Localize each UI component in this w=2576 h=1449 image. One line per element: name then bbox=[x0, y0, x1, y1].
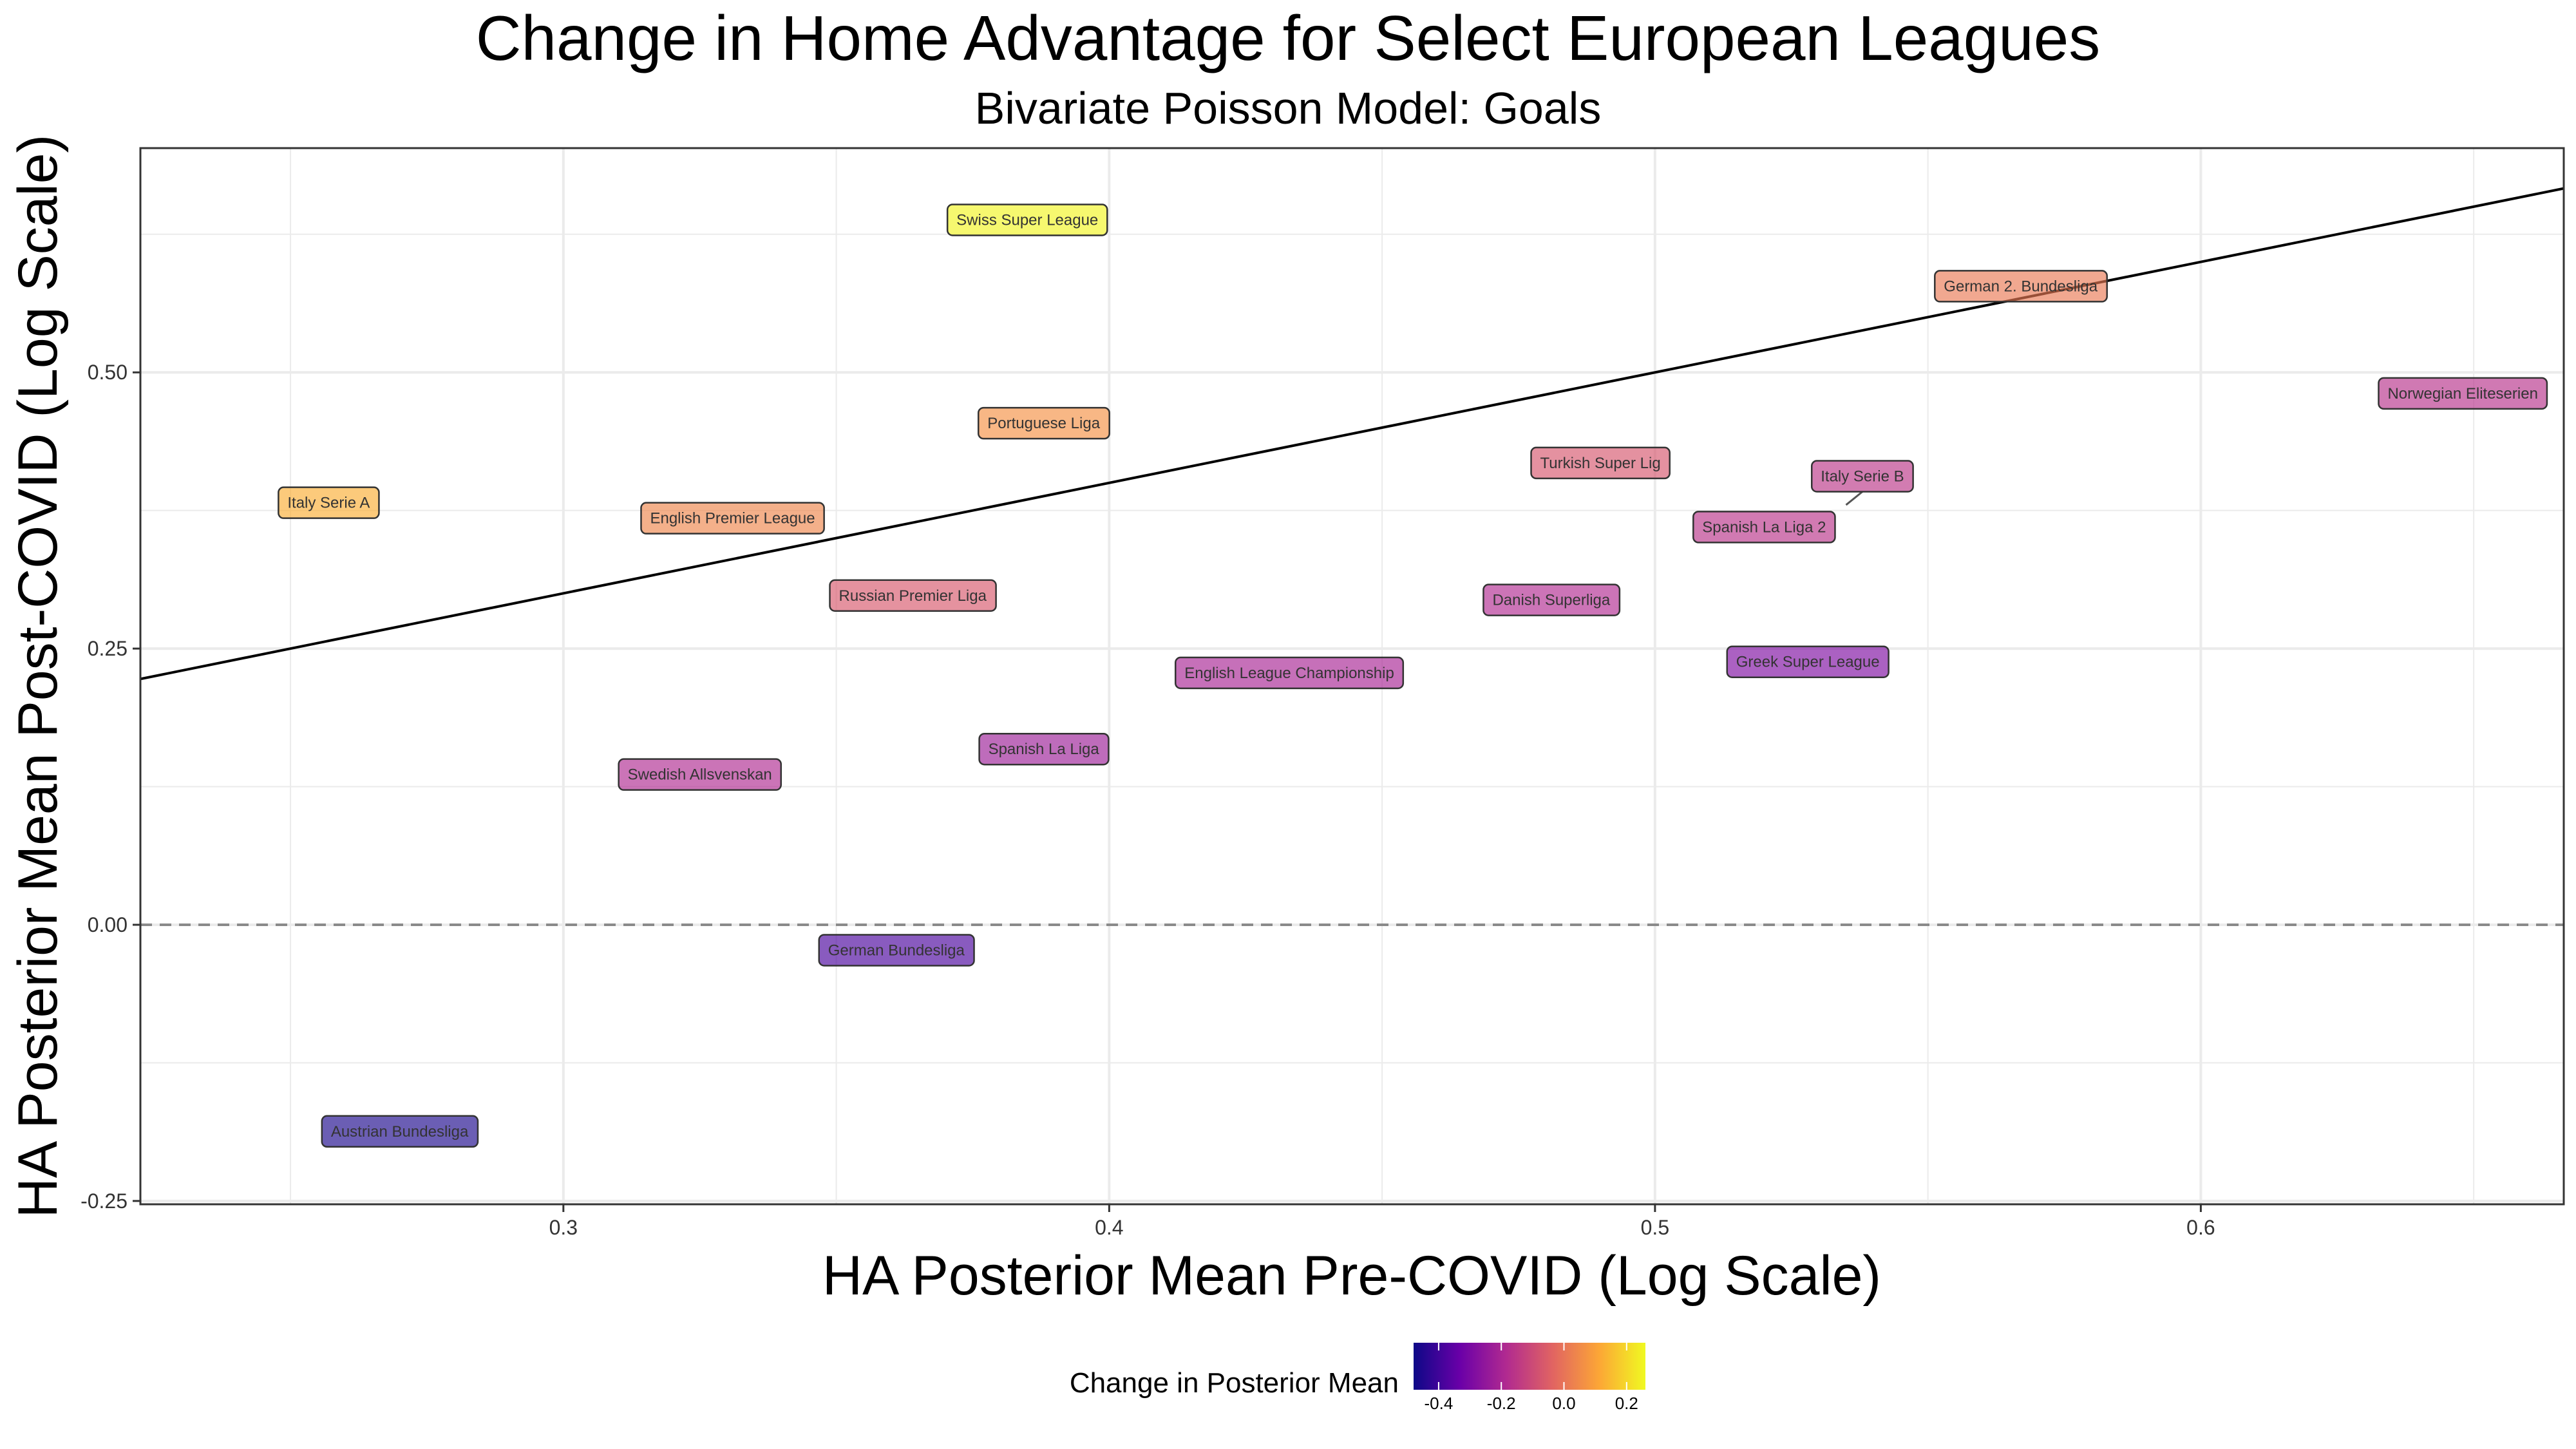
point-label: German 2. Bundesliga bbox=[1934, 270, 2108, 303]
point-label: Portuguese Liga bbox=[978, 406, 1110, 440]
point-label: Norwegian Eliteserien bbox=[2378, 377, 2548, 410]
point-label-text: Spanish La Liga 2 bbox=[1702, 518, 1826, 536]
point-label-box bbox=[1934, 270, 2108, 303]
x-tick-label: 0.4 bbox=[1095, 1216, 1123, 1239]
point-label-text: English Premier League bbox=[650, 510, 815, 527]
identity-line bbox=[140, 187, 2564, 681]
legend-title: Change in Posterior Mean bbox=[1070, 1367, 1399, 1399]
x-tick-label: 0.6 bbox=[2186, 1216, 2215, 1239]
point-label-box bbox=[1692, 511, 1836, 544]
point-label: Danish Superliga bbox=[1482, 583, 1621, 616]
x-tick-label: 0.3 bbox=[549, 1216, 578, 1239]
point-label-box bbox=[2378, 377, 2548, 410]
point-label: Spanish La Liga bbox=[978, 732, 1110, 766]
y-tick-label: 0.00 bbox=[88, 913, 128, 936]
point-label-text: Portuguese Liga bbox=[987, 415, 1100, 432]
point-label-text: German Bundesliga bbox=[828, 942, 965, 959]
point-label: English Premier League bbox=[640, 502, 825, 535]
point-label-text: Norwegian Eliteserien bbox=[2387, 385, 2537, 402]
point-label: Austrian Bundesliga bbox=[321, 1115, 479, 1148]
y-axis-title: HA Posterior Mean Post-COVID (Log Scale) bbox=[7, 135, 69, 1218]
point-label-text: Italy Serie A bbox=[287, 495, 370, 512]
point-label-text: Greek Super League bbox=[1736, 654, 1880, 671]
legend-tick-label: 0.0 bbox=[1552, 1394, 1575, 1413]
point-label-box bbox=[1530, 446, 1671, 480]
point-label: Greek Super League bbox=[1726, 645, 1889, 678]
point-label-box bbox=[640, 502, 825, 535]
point-label-text: Swedish Allsvenskan bbox=[628, 766, 772, 784]
point-label-box bbox=[1810, 460, 1914, 493]
point-label: German Bundesliga bbox=[818, 934, 975, 967]
x-axis-title: HA Posterior Mean Pre-COVID (Log Scale) bbox=[822, 1245, 1881, 1307]
point-label-text: Turkish Super Lig bbox=[1540, 455, 1661, 472]
point-label-text: Danish Superliga bbox=[1492, 592, 1610, 609]
legend-ticks: -0.4 -0.2 0.0 0.2 bbox=[1425, 1343, 1638, 1413]
point-label-text: Italy Serie B bbox=[1821, 468, 1904, 485]
legend: Change in Posterior Mean -0.4 -0.2 0.0 0.2 bbox=[1070, 1343, 1645, 1413]
point-label-box bbox=[829, 579, 997, 612]
x-tick-label: 0.5 bbox=[1641, 1216, 1669, 1239]
legend-tick-label: -0.4 bbox=[1425, 1394, 1454, 1413]
point-label-text: Russian Premier Liga bbox=[839, 587, 987, 605]
point-label-box bbox=[978, 406, 1110, 440]
legend-colorbar bbox=[1414, 1343, 1645, 1390]
y-tick-label: 0.25 bbox=[88, 637, 128, 660]
point-label: Swiss Super League bbox=[946, 204, 1108, 236]
y-tick-label: 0.50 bbox=[88, 361, 128, 384]
point-label-text: English League Championship bbox=[1184, 665, 1394, 682]
point-label-box bbox=[1175, 656, 1405, 690]
reference-lines bbox=[140, 187, 2564, 926]
legend-tick-label: 0.2 bbox=[1615, 1394, 1638, 1413]
y-axis: -0.25 0.00 0.25 0.50 bbox=[80, 361, 140, 1213]
point-label-box bbox=[978, 732, 1110, 766]
x-axis: 0.3 0.4 0.5 0.6 bbox=[549, 1204, 2215, 1239]
point-label-text: Swiss Super League bbox=[956, 212, 1098, 229]
legend-tick-label: -0.2 bbox=[1487, 1394, 1516, 1413]
point-label-box bbox=[1482, 583, 1621, 616]
point-label: Swedish Allsvenskan bbox=[618, 758, 782, 791]
point-label-box bbox=[618, 758, 782, 791]
point-label: English League Championship bbox=[1175, 656, 1405, 690]
chart-title: Change in Home Advantage for Select Euro… bbox=[476, 3, 2101, 73]
point-label-text: German 2. Bundesliga bbox=[1944, 278, 2098, 295]
point-label: Italy Serie B bbox=[1810, 460, 1914, 506]
point-label-text: Spanish La Liga bbox=[989, 741, 1100, 758]
label-leader-line bbox=[1845, 491, 1863, 506]
plot-border bbox=[139, 147, 2565, 1206]
point-label: Spanish La Liga 2 bbox=[1692, 511, 1836, 544]
point-label: Italy Serie A bbox=[278, 486, 380, 519]
point-label-box bbox=[946, 204, 1108, 236]
point-labels: Swiss Super League German 2. Bundesliga Po… bbox=[278, 204, 2548, 1148]
point-label: Turkish Super Lig bbox=[1530, 446, 1671, 480]
chart-subtitle: Bivariate Poisson Model: Goals bbox=[975, 83, 1602, 133]
point-label-text: Austrian Bundesliga bbox=[331, 1123, 469, 1141]
point-label-box bbox=[278, 486, 380, 519]
grid bbox=[140, 148, 2564, 1204]
point-label-box bbox=[321, 1115, 479, 1148]
point-label: Russian Premier Liga bbox=[829, 579, 997, 612]
y-tick-label: -0.25 bbox=[80, 1189, 128, 1213]
point-label-box bbox=[1726, 645, 1889, 678]
point-label-box bbox=[818, 934, 975, 967]
